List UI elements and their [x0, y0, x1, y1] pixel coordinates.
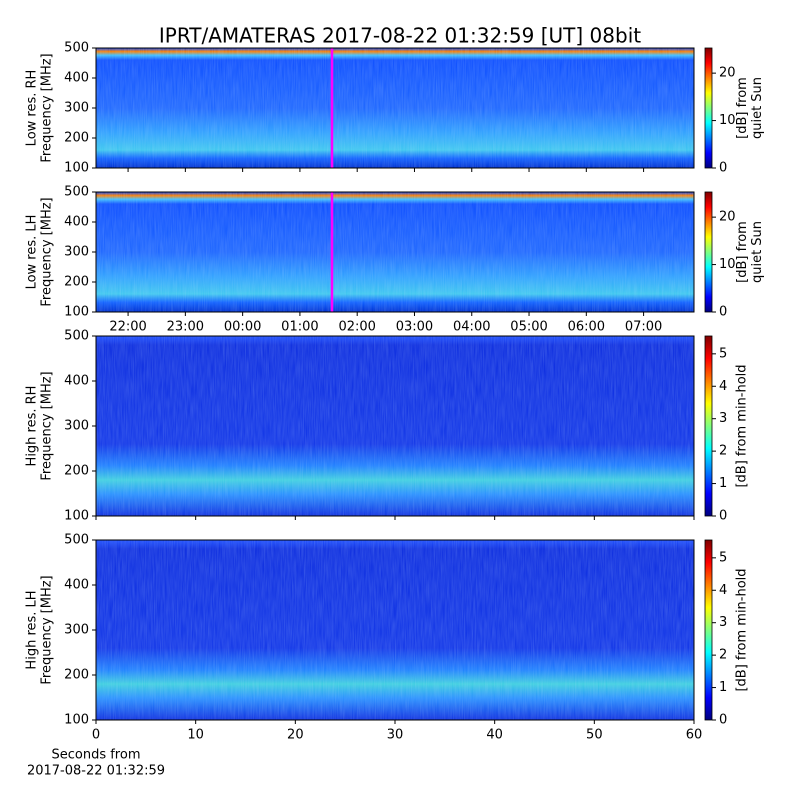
- y-axis-label: Frequency [MHz]: [40, 197, 55, 306]
- x-tick-label: 50: [586, 728, 603, 743]
- y-axis-label: Frequency [MHz]: [40, 53, 55, 162]
- spectrogram-texture: [96, 192, 694, 312]
- y-tick-label: 300: [64, 623, 89, 638]
- x-tick-label: 40: [486, 728, 503, 743]
- x-tick-label: 10: [187, 728, 204, 743]
- colorbar-tick-label: 0: [719, 509, 727, 524]
- x-tick-label: 0: [92, 728, 100, 743]
- colorbar-tick-label: 5: [719, 346, 727, 361]
- spectrogram-texture: [96, 540, 694, 720]
- spectrogram-texture: [96, 48, 694, 168]
- colorbar-tick-label: 2: [719, 648, 727, 663]
- colorbar-tick-label: 3: [719, 615, 727, 630]
- y-tick-label: 100: [64, 161, 89, 176]
- colorbar-tick-label: 1: [719, 476, 727, 491]
- y-tick-label: 500: [64, 185, 89, 200]
- y-tick-label: 400: [64, 71, 89, 86]
- x-axis-label: 2017-08-22 01:32:59: [27, 764, 165, 779]
- y-tick-label: 100: [64, 509, 89, 524]
- y-axis-label: Frequency [MHz]: [40, 371, 55, 480]
- colorbar-tick-label: 10: [719, 257, 736, 272]
- x-axis-label: Seconds from: [51, 748, 140, 763]
- y-tick-label: 200: [64, 131, 89, 146]
- colorbar-tick-label: 4: [719, 583, 727, 598]
- y-tick-label: 200: [64, 464, 89, 479]
- colorbar-tick-label: 1: [719, 680, 727, 695]
- colorbar-label: quiet Sun: [750, 77, 765, 139]
- y-tick-label: 400: [64, 578, 89, 593]
- colorbar-tick-label: 20: [719, 66, 736, 81]
- x-tick-label: 22:00: [109, 320, 146, 335]
- x-tick-label: 23:00: [167, 320, 204, 335]
- colorbar-tick-label: 5: [719, 550, 727, 565]
- y-tick-label: 400: [64, 215, 89, 230]
- x-tick-label: 30: [387, 728, 404, 743]
- colorbar: [704, 47, 713, 169]
- y-tick-label: 400: [64, 374, 89, 389]
- y-tick-label: 300: [64, 245, 89, 260]
- y-tick-label: 200: [64, 668, 89, 683]
- colorbar-label: [dB] from: [735, 221, 750, 283]
- x-tick-label: 02:00: [338, 320, 375, 335]
- y-tick-label: 500: [64, 41, 89, 56]
- y-tick-label: 300: [64, 419, 89, 434]
- y-tick-label: 100: [64, 713, 89, 728]
- x-tick-label: 06:00: [568, 320, 605, 335]
- x-tick-label: 05:00: [510, 320, 547, 335]
- colorbar-tick-label: 2: [719, 444, 727, 459]
- colorbar-tick-label: 10: [719, 113, 736, 128]
- y-axis-label: Frequency [MHz]: [40, 575, 55, 684]
- colorbar-tick-label: 4: [719, 379, 727, 394]
- colorbar-tick-label: 20: [719, 210, 736, 225]
- y-tick-label: 500: [64, 329, 89, 344]
- y-axis-label: Low res. LH: [25, 215, 40, 290]
- x-tick-label: 04:00: [453, 320, 490, 335]
- colorbar: [704, 335, 713, 517]
- colorbar-tick-label: 3: [719, 411, 727, 426]
- chart-title: IPRT/AMATERAS 2017-08-22 01:32:59 [UT] 0…: [159, 24, 641, 48]
- y-tick-label: 200: [64, 275, 89, 290]
- x-tick-label: 20: [287, 728, 304, 743]
- colorbar-label: [dB] from min-hold: [735, 364, 750, 487]
- y-axis-label: High res. LH: [25, 590, 40, 669]
- colorbar: [704, 191, 713, 313]
- y-tick-label: 500: [64, 533, 89, 548]
- colorbar-tick-label: 0: [719, 305, 727, 320]
- colorbar-tick-label: 0: [719, 713, 727, 728]
- x-tick-label: 07:00: [625, 320, 662, 335]
- x-tick-label: 60: [686, 728, 703, 743]
- colorbar-label: [dB] from: [735, 77, 750, 139]
- x-tick-label: 03:00: [396, 320, 433, 335]
- y-axis-label: High res. RH: [25, 386, 40, 467]
- y-tick-label: 300: [64, 101, 89, 116]
- colorbar: [704, 539, 713, 721]
- y-axis-label: Low res. RH: [25, 70, 40, 147]
- colorbar-label: quiet Sun: [750, 221, 765, 283]
- spectrogram-texture: [96, 336, 694, 516]
- y-tick-label: 100: [64, 305, 89, 320]
- colorbar-label: [dB] from min-hold: [735, 568, 750, 691]
- colorbar-tick-label: 0: [719, 161, 727, 176]
- x-tick-label: 00:00: [224, 320, 261, 335]
- x-tick-label: 01:00: [281, 320, 318, 335]
